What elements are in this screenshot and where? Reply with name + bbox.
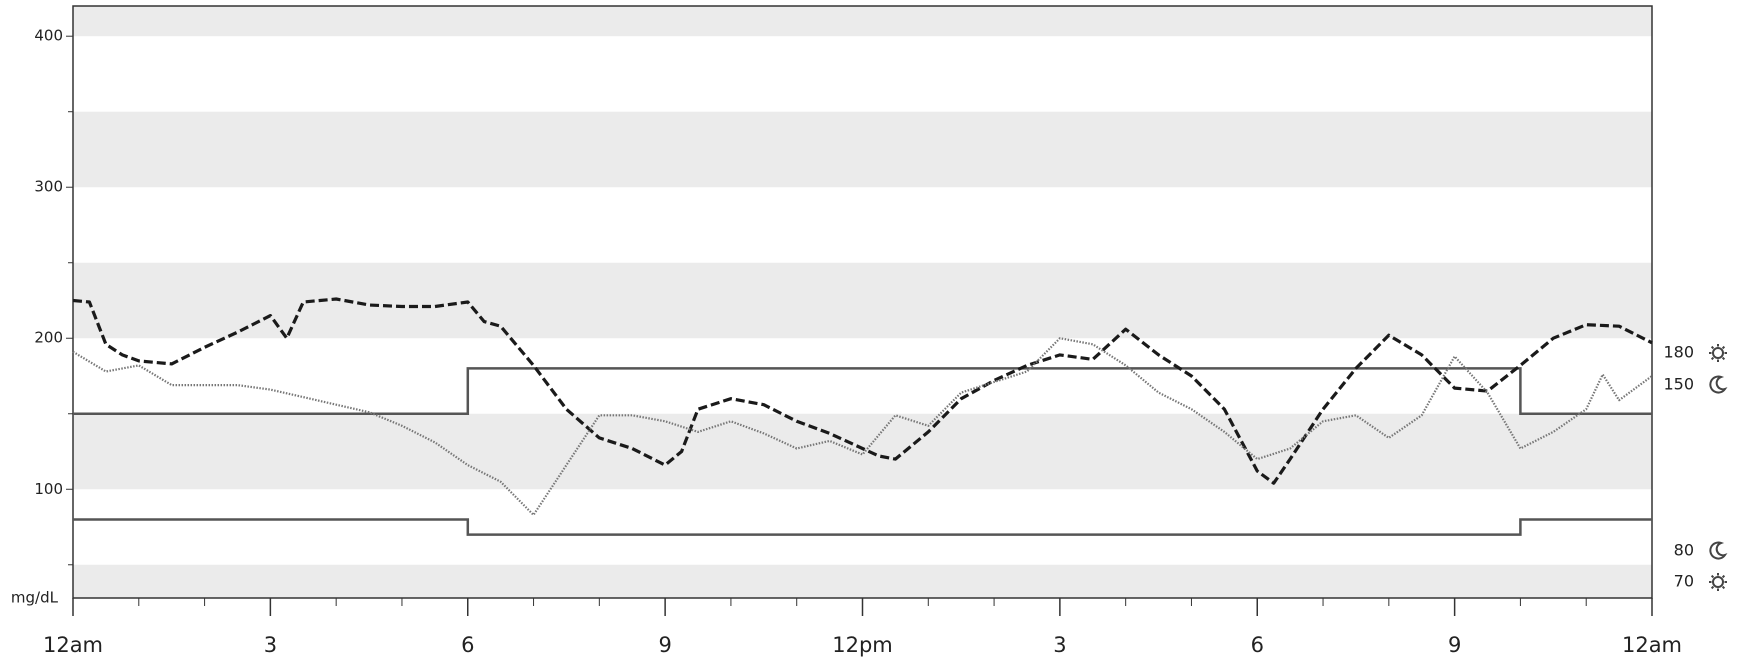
x-tick-label: 9 — [658, 633, 671, 657]
threshold-label: 80 — [1674, 541, 1694, 560]
sun-ray — [1710, 356, 1715, 361]
sun-ray — [1710, 585, 1715, 590]
x-tick-label: 6 — [1251, 633, 1264, 657]
moon-icon — [1709, 375, 1728, 394]
y-tick-label: 200 — [34, 329, 63, 347]
threshold-line — [73, 367, 1652, 416]
sun-ray — [1721, 574, 1726, 579]
threshold-line — [73, 518, 1652, 536]
x-tick-label: 9 — [1448, 633, 1461, 657]
x-tick-label: 12am — [43, 633, 103, 657]
band — [73, 413, 1652, 490]
band — [73, 564, 1652, 598]
y-tick-label: 300 — [34, 178, 63, 196]
y-tick-label: 400 — [34, 27, 63, 45]
sun-icon — [1712, 347, 1724, 359]
threshold-label: 180 — [1663, 343, 1694, 362]
y-unit-label: mg/dL — [11, 589, 59, 607]
x-tick-label: 6 — [461, 633, 474, 657]
glucose-line — [72, 337, 1653, 516]
sun-ray — [1721, 585, 1726, 590]
bands — [73, 6, 1652, 598]
sun-ray — [1710, 345, 1715, 350]
sun-ray — [1710, 574, 1715, 579]
moon-icon — [1709, 541, 1728, 560]
band — [73, 6, 1652, 37]
x-tick-label: 12pm — [832, 633, 893, 657]
x-tick-label: 12am — [1622, 633, 1682, 657]
sun-ray — [1721, 356, 1726, 361]
axes: 100 200 300 400 12am 3 6 9 12pm 3 6 9 12am — [34, 5, 1682, 657]
sun-ray — [1721, 345, 1726, 350]
threshold-label: 70 — [1674, 572, 1694, 591]
band — [73, 111, 1652, 188]
x-tick-label: 3 — [264, 633, 277, 657]
y-tick-label: 100 — [34, 480, 63, 498]
plot-lines — [72, 297, 1653, 536]
x-tick-label: 3 — [1053, 633, 1066, 657]
sun-icon — [1712, 576, 1724, 588]
threshold-label: 150 — [1663, 375, 1694, 394]
glucose-line — [72, 297, 1653, 485]
